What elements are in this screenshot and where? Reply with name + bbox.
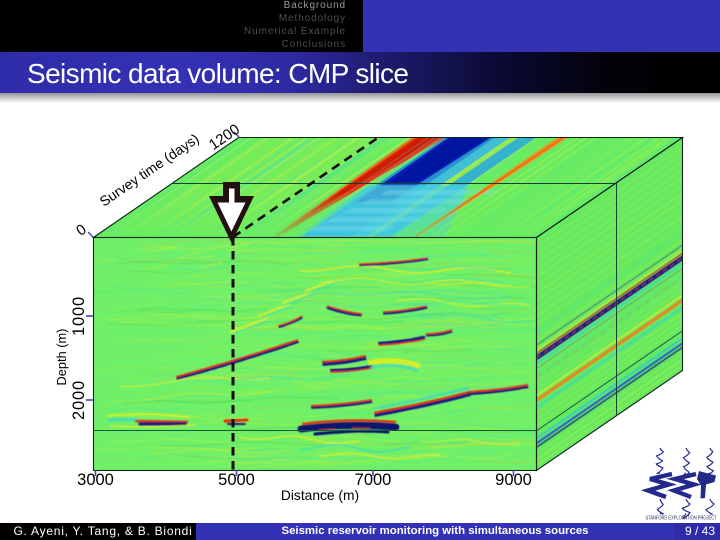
- svg-text:7000: 7000: [355, 471, 392, 489]
- svg-text:1000: 1000: [70, 296, 88, 336]
- svg-text:Depth (m): Depth (m): [54, 329, 69, 386]
- svg-text:5000: 5000: [218, 471, 255, 489]
- svg-text:3000: 3000: [77, 471, 114, 489]
- svg-text:0: 0: [73, 221, 89, 240]
- svg-text:9000: 9000: [495, 471, 532, 489]
- svg-text:STANFORD EXPLORATION PROJECT: STANFORD EXPLORATION PROJECT: [646, 516, 717, 522]
- svg-text:Distance (m): Distance (m): [281, 488, 359, 503]
- svg-text:2000: 2000: [70, 380, 88, 420]
